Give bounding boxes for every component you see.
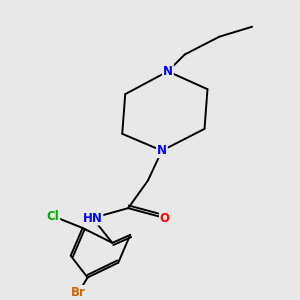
Text: HN: HN bbox=[82, 212, 102, 225]
Text: Br: Br bbox=[71, 286, 86, 299]
Text: Cl: Cl bbox=[46, 210, 59, 223]
Text: N: N bbox=[163, 65, 173, 78]
Text: N: N bbox=[157, 144, 167, 157]
Text: O: O bbox=[160, 212, 170, 225]
